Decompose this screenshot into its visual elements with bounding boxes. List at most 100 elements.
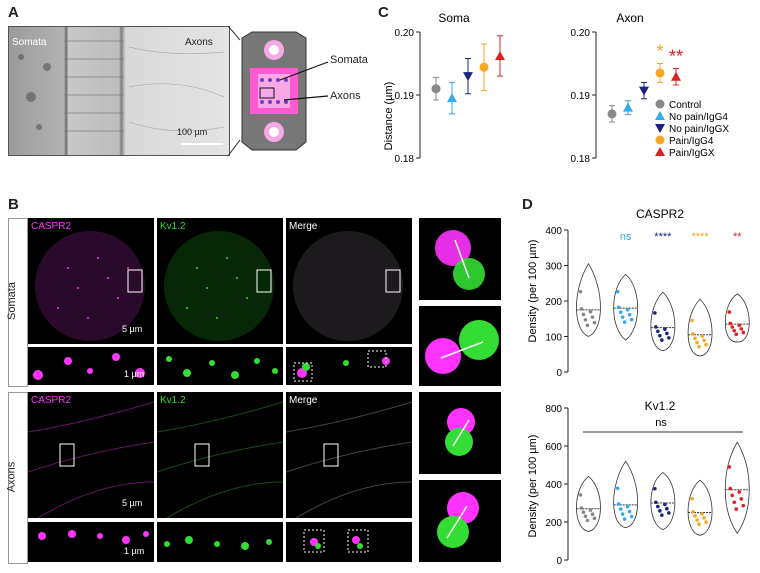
c-ytick-label: 0.19: [395, 91, 415, 102]
d-title-caspr2: CASPR2: [636, 207, 684, 221]
c-ytick-label: 0.19: [571, 91, 591, 102]
d-point: [730, 493, 735, 498]
d-ns-label: ns: [655, 417, 667, 429]
c-point: [607, 109, 617, 119]
d-point: [700, 334, 704, 338]
device-schematic: [228, 25, 329, 157]
zoom-inset-somata-1: [419, 218, 501, 300]
d-point: [620, 512, 625, 516]
d-point: [583, 318, 588, 322]
d-point: [663, 502, 667, 507]
somata-caspr2-zoom: 1 µm: [28, 347, 154, 385]
d-point: [658, 333, 662, 338]
d-point: [616, 502, 621, 506]
d-point: [592, 320, 597, 325]
panel-label-d: D: [522, 196, 533, 213]
d-violin: [650, 291, 676, 352]
axons-merge-zoom: [286, 522, 412, 562]
d-point: [653, 486, 657, 491]
d-point: [656, 329, 660, 334]
d-violin: [613, 460, 639, 529]
d-point: [583, 514, 588, 519]
d-point: [690, 318, 694, 323]
d-point: [732, 328, 737, 333]
axons-kv12-zoom: [157, 522, 283, 562]
d-point: [579, 506, 584, 510]
scale-bar-label: 100 µm: [177, 127, 208, 137]
d-point: [737, 490, 742, 494]
d-title-kv12: Kv1.2: [645, 399, 676, 413]
d-point: [618, 507, 623, 511]
d-point: [732, 500, 737, 505]
d-point: [691, 510, 695, 514]
d-point: [690, 496, 694, 501]
d-point: [728, 321, 733, 326]
d-point: [653, 311, 657, 315]
microgroove-lines: [18, 40, 225, 145]
caspr2-label-somata: CASPR2: [31, 221, 72, 232]
phase-contrast-image: Somata Axons 100 µm: [8, 26, 230, 156]
d-point: [590, 315, 595, 319]
merge-label-somata: Merge: [289, 221, 318, 232]
d-point: [663, 327, 667, 331]
row-label-somata: Somata: [5, 282, 18, 320]
scale-5um-somata: 5 µm: [122, 324, 143, 334]
scale-1um-somata: 1 µm: [124, 369, 145, 379]
d-violin: [724, 441, 750, 535]
d-point: [581, 312, 586, 317]
kv12-label-somata: Kv1.2: [160, 221, 186, 232]
d-point: [665, 506, 669, 511]
axons-image-label: Axons: [185, 37, 213, 48]
d-point: [730, 325, 735, 329]
d-ytick-label: 400: [545, 480, 562, 491]
d-point: [588, 309, 593, 314]
d-violin: [576, 262, 601, 337]
kv12-label-axons: Kv1.2: [160, 395, 186, 406]
d-ylabel-top: Density (per 100 µm): [527, 240, 539, 343]
panel-label-a: A: [8, 4, 19, 21]
d-point: [704, 342, 708, 347]
d-point: [693, 514, 697, 518]
zoom-inset-axons-2: [419, 480, 501, 562]
c-ytick-label: 0.20: [395, 28, 415, 39]
d-point: [627, 312, 632, 317]
c-point: [463, 72, 473, 82]
d-point: [697, 522, 701, 527]
c-point: [447, 93, 457, 103]
d-point: [585, 323, 590, 328]
d-ytick-label: 600: [545, 442, 562, 453]
c-legend-label: Pain/IgG4: [669, 136, 714, 147]
c-legend-label: No pain/IgG4: [669, 112, 728, 123]
d-violin: [687, 479, 713, 536]
c-title-axon: Axon: [616, 11, 643, 25]
d-point: [622, 517, 627, 521]
axons-kv12-image: Kv1.2: [157, 392, 283, 518]
c-significance: *: [656, 42, 663, 62]
d-point: [622, 320, 627, 324]
d-point: [734, 332, 739, 337]
c-ytick-label: 0.20: [571, 28, 591, 39]
c-point: [655, 68, 665, 78]
d-point: [667, 336, 671, 340]
d-point: [578, 493, 583, 497]
d-point: [691, 332, 695, 336]
d-point: [585, 518, 590, 523]
d-point: [695, 518, 699, 522]
schematic-axons-label: Axons: [330, 90, 361, 102]
d-ytick-label: 800: [545, 404, 562, 415]
d-point: [660, 513, 664, 517]
c-point: [495, 50, 505, 60]
somata-kv12-image: Kv1.2: [157, 218, 283, 344]
d-point: [739, 497, 744, 501]
d-point: [704, 520, 708, 524]
d-significance: ****: [691, 231, 709, 243]
d-point: [618, 310, 623, 315]
zoom-inset-somata-2: [419, 306, 501, 386]
d-ytick-label: 200: [545, 297, 562, 308]
d-point: [615, 486, 620, 491]
c-point: [479, 62, 489, 72]
axons-caspr2-image: CASPR2 5 µm: [28, 392, 154, 518]
caspr2-label-axons: CASPR2: [31, 395, 72, 406]
d-point: [667, 511, 671, 515]
density-charts: Density (per 100 µm) Density (per 100 µm…: [527, 207, 750, 567]
